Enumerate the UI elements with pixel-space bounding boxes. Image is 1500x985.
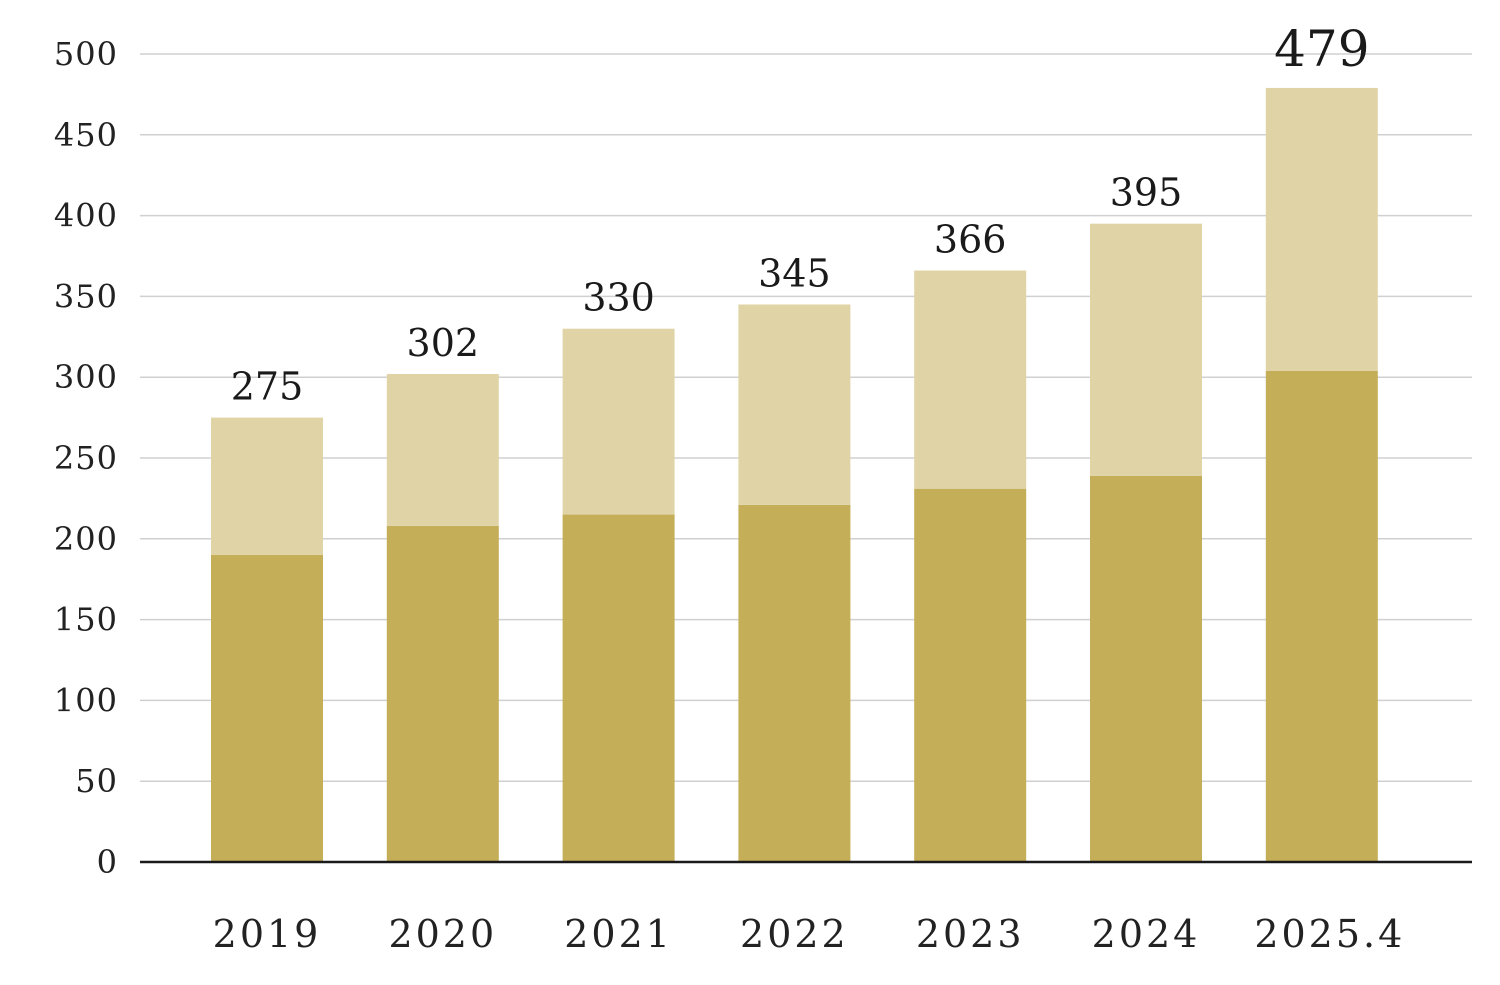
bar-upper-segment	[211, 417, 323, 555]
x-category-label: 2022	[740, 912, 849, 956]
x-category-label: 2023	[916, 912, 1025, 956]
y-tick-label: 350	[54, 277, 118, 315]
bar-lower-segment	[1265, 370, 1378, 862]
y-tick-label: 200	[54, 520, 118, 558]
x-category-label: 2025.4	[1254, 912, 1405, 956]
bar-upper-segment	[914, 270, 1027, 489]
bar-total-label: 479	[1274, 20, 1369, 78]
bar-total-label: 275	[231, 365, 304, 409]
y-tick-label: 100	[54, 681, 118, 719]
y-tick-label: 150	[54, 601, 118, 639]
y-tick-label: 450	[54, 116, 118, 154]
y-tick-label: 0	[97, 843, 118, 881]
y-tick-label: 500	[54, 35, 118, 73]
x-category-label: 2020	[388, 912, 497, 956]
x-category-label: 2021	[564, 912, 673, 956]
bar-lower-segment	[914, 488, 1027, 862]
y-tick-label: 400	[54, 197, 118, 235]
bar-upper-segment	[738, 304, 851, 505]
y-axis-tick-labels: 0 50 100 150 200 250 300 350 400 450 500	[54, 35, 118, 881]
bar-lower-segment	[1090, 475, 1202, 862]
bar-lower-segment	[738, 504, 851, 862]
bars	[211, 87, 1378, 862]
bar-lower-segment	[386, 525, 499, 862]
y-tick-label: 300	[54, 358, 118, 396]
bar-lower-segment	[562, 514, 675, 862]
x-category-label: 2019	[213, 912, 322, 956]
bar-upper-segment	[1090, 223, 1202, 476]
y-tick-label: 250	[54, 439, 118, 477]
bar-upper-segment	[562, 328, 675, 515]
bar-total-label: 330	[582, 276, 655, 320]
bar-total-label: 366	[934, 218, 1007, 262]
bar-total-labels: 275 302 330 345 366 395 479	[231, 20, 1370, 409]
bar-upper-segment	[1265, 87, 1378, 371]
x-category-label: 2024	[1092, 912, 1201, 956]
x-axis-category-labels: 2019 2020 2021 2022 2023 2024 2025.4	[213, 912, 1405, 956]
bar-total-label: 395	[1110, 171, 1183, 215]
bar-lower-segment	[211, 554, 323, 862]
bar-total-label: 302	[407, 321, 480, 365]
y-tick-label: 50	[75, 762, 118, 800]
bar-upper-segment	[386, 373, 499, 526]
bar-total-label: 345	[758, 251, 831, 295]
